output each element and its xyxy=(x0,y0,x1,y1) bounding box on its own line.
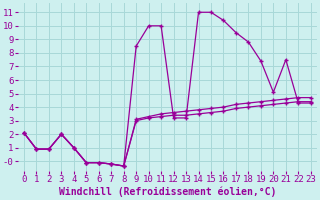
X-axis label: Windchill (Refroidissement éolien,°C): Windchill (Refroidissement éolien,°C) xyxy=(59,187,276,197)
